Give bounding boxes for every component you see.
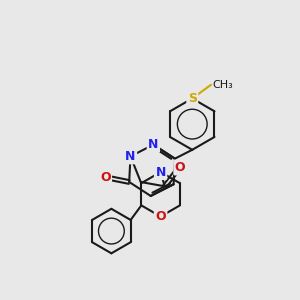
Text: S: S — [188, 92, 197, 105]
Text: O: O — [175, 161, 185, 174]
Text: CH₃: CH₃ — [213, 80, 233, 90]
Text: O: O — [100, 171, 110, 184]
Text: N: N — [155, 166, 166, 178]
Text: N: N — [125, 150, 136, 163]
Text: O: O — [155, 210, 166, 223]
Text: N: N — [148, 138, 158, 151]
